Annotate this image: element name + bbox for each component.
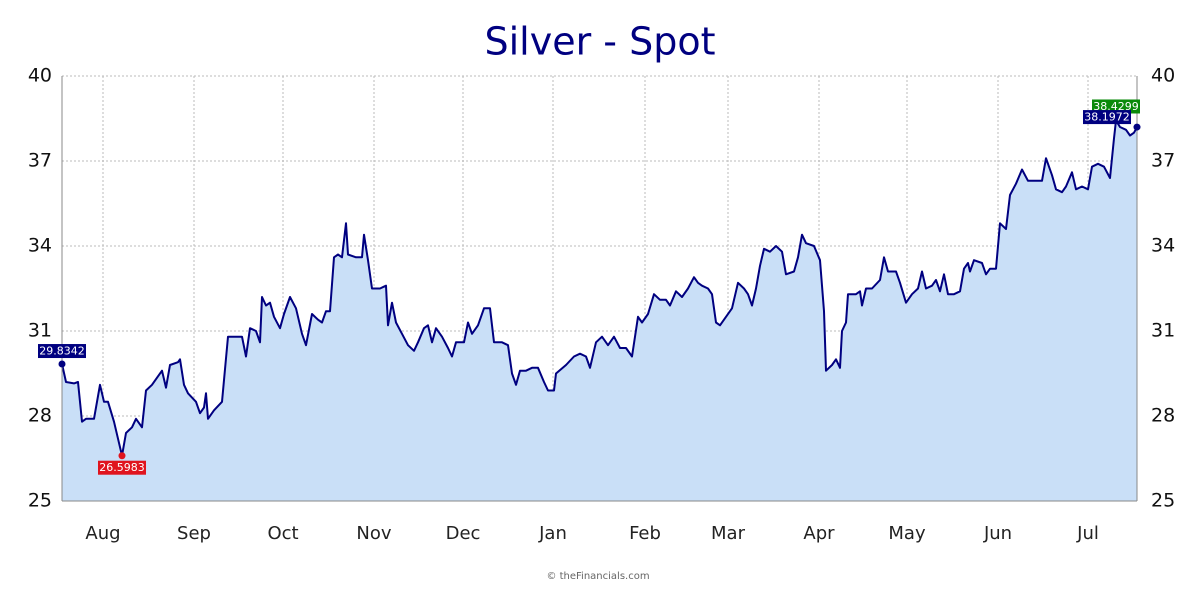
x-tick-label: Feb xyxy=(629,523,661,544)
x-tick-label: Apr xyxy=(803,523,835,544)
marker xyxy=(1133,123,1141,131)
footer: © theFinancials.com xyxy=(546,571,649,582)
marker-label: 26.5983 xyxy=(99,461,145,474)
marker xyxy=(118,452,126,460)
x-tick-label: Sep xyxy=(177,523,211,544)
y-tick-label: 25 xyxy=(28,490,52,512)
y-tick-label: 37 xyxy=(28,150,52,172)
y2-tick-label: 40 xyxy=(1151,65,1175,87)
line xyxy=(61,119,1138,457)
marker-label-box xyxy=(38,344,86,359)
marker-label-box xyxy=(1083,110,1131,125)
x-tick-label: Nov xyxy=(356,523,391,544)
y-tick-label: 31 xyxy=(28,320,52,342)
y2-tick-label: 34 xyxy=(1151,235,1175,257)
x-tick-label: Aug xyxy=(85,523,120,544)
chart-title: Silver - Spot xyxy=(485,20,716,64)
x-tick-label: May xyxy=(888,523,926,544)
y2-tick-label: 31 xyxy=(1151,320,1175,342)
y-tick-label: 34 xyxy=(28,235,52,257)
y2-tick-label: 28 xyxy=(1151,405,1175,427)
y2-tick-label: 37 xyxy=(1151,150,1175,172)
y-tick-label: 40 xyxy=(28,65,52,87)
area xyxy=(62,120,1137,501)
marker-label: 38.4299 xyxy=(1093,100,1139,113)
x-tick-label: Oct xyxy=(267,523,298,544)
marker xyxy=(58,360,66,368)
x-tick-label: Mar xyxy=(711,523,746,544)
marker-label: 29.8342 xyxy=(39,345,85,358)
x-tick-label: Jun xyxy=(983,523,1012,544)
x-tick-label: Jan xyxy=(538,523,567,544)
marker-label-box xyxy=(1092,99,1140,114)
x-tick-label: Dec xyxy=(446,523,481,544)
x-tick-label: Jul xyxy=(1076,523,1099,544)
marker-label: 38.1972 xyxy=(1084,111,1130,124)
y2-tick-label: 25 xyxy=(1151,490,1175,512)
marker-label-box xyxy=(98,460,146,475)
y-tick-label: 28 xyxy=(28,405,52,427)
